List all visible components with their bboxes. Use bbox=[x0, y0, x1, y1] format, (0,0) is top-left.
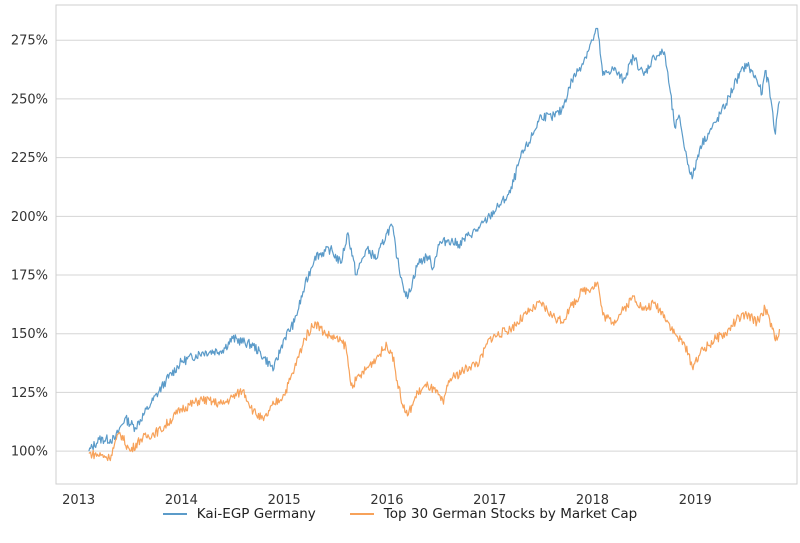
legend-swatch-orange bbox=[349, 513, 374, 515]
x-tick-label: 2016 bbox=[370, 493, 403, 508]
legend-label: Kai-EGP Germany bbox=[196, 506, 316, 522]
x-tick-label: 2014 bbox=[165, 493, 198, 508]
x-tick-label: 2018 bbox=[576, 493, 609, 508]
y-tick-label: 225% bbox=[11, 151, 48, 166]
series-line-kai-egp bbox=[88, 27, 781, 452]
y-tick-label: 200% bbox=[11, 210, 48, 225]
y-tick-label: 150% bbox=[11, 327, 48, 342]
legend-swatch-blue bbox=[162, 513, 187, 515]
legend-label: Top 30 German Stocks by Market Cap bbox=[383, 506, 638, 522]
x-tick-label: 2013 bbox=[62, 493, 95, 508]
series-line-top30 bbox=[88, 281, 781, 462]
y-tick-label: 125% bbox=[11, 386, 48, 401]
y-tick-label: 250% bbox=[11, 92, 48, 107]
x-tick-label: 2015 bbox=[268, 493, 301, 508]
y-tick-label: 275% bbox=[11, 34, 48, 49]
legend: Kai-EGP Germany Top 30 German Stocks by … bbox=[0, 506, 800, 522]
plot-frame bbox=[55, 4, 798, 485]
y-tick-label: 175% bbox=[11, 269, 48, 284]
legend-item-kai-egp: Kai-EGP Germany bbox=[162, 506, 316, 522]
y-tick-label: 100% bbox=[11, 445, 48, 460]
x-tick-label: 2019 bbox=[679, 493, 712, 508]
legend-item-top30: Top 30 German Stocks by Market Cap bbox=[349, 506, 638, 522]
x-tick-label: 2017 bbox=[473, 493, 506, 508]
